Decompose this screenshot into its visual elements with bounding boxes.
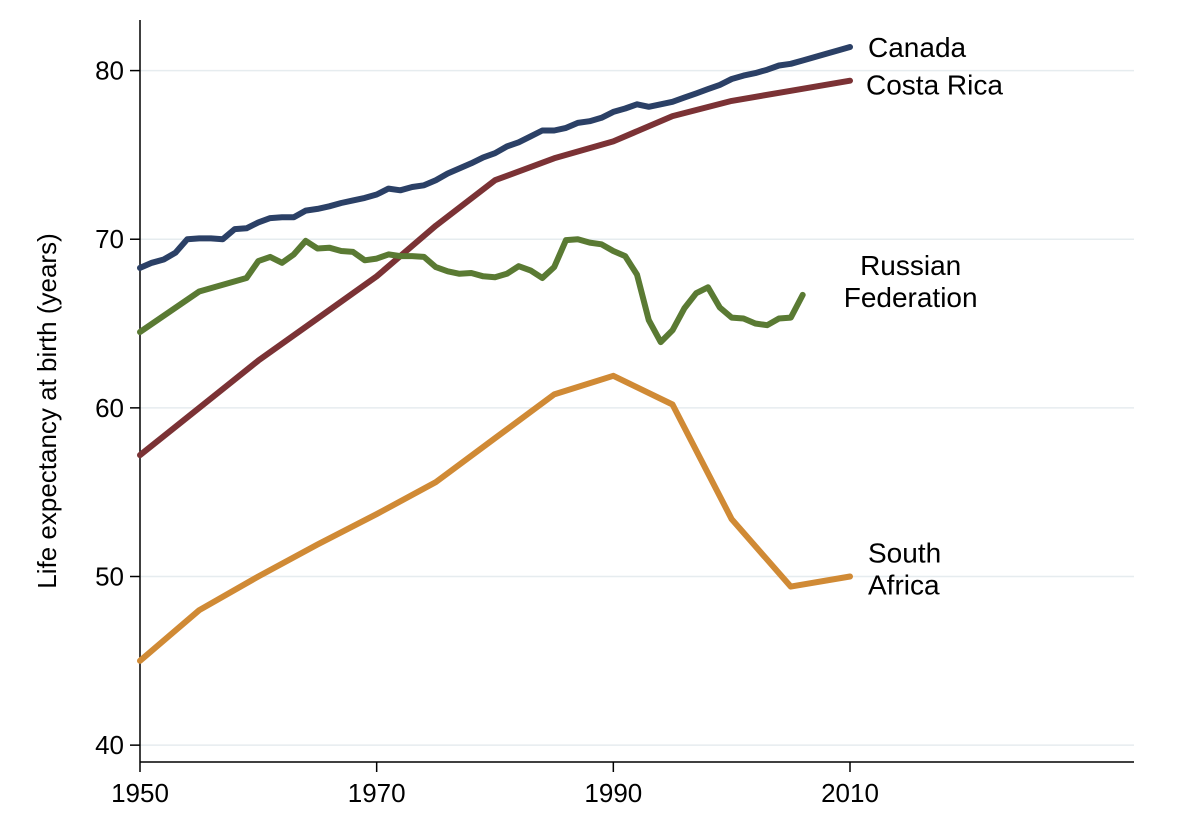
y-axis-title: Life expectancy at birth (years) bbox=[32, 233, 62, 589]
series-lines bbox=[137, 44, 853, 664]
series-line-canada bbox=[137, 44, 853, 271]
x-tick-label: 1950 bbox=[111, 778, 169, 808]
series-line-costa-rica bbox=[137, 77, 853, 459]
y-tick-label: 60 bbox=[95, 393, 124, 423]
y-tick-label: 70 bbox=[95, 224, 124, 254]
gridlines bbox=[140, 69, 1134, 746]
series-line-south-africa bbox=[137, 372, 853, 664]
series-label-costa-rica: Costa Rica bbox=[866, 70, 1003, 101]
series-label-line: South bbox=[868, 538, 941, 569]
axes bbox=[139, 20, 1134, 763]
series-label-line: Canada bbox=[868, 32, 967, 63]
series-label-russian-federation: Russian Federation bbox=[844, 250, 978, 313]
series-labels: Canada Costa Rica Russian Federation South Af… bbox=[844, 32, 1004, 601]
series-label-canada: Canada bbox=[868, 32, 967, 63]
y-tick-label: 50 bbox=[95, 562, 124, 592]
series-label-line: Federation bbox=[844, 282, 978, 313]
y-tick-label: 40 bbox=[95, 730, 124, 760]
y-tick-label: 80 bbox=[95, 56, 124, 86]
series-label-line: Africa bbox=[868, 570, 940, 601]
x-tick-label: 2010 bbox=[821, 778, 879, 808]
series-line-russian-federation bbox=[137, 236, 806, 346]
series-label-line: Russian bbox=[860, 250, 961, 281]
tick-marks: 40 50 60 70 80 1950 1970 1990 2010 bbox=[95, 56, 879, 808]
series-label-line: Costa Rica bbox=[866, 70, 1003, 101]
x-tick-label: 1970 bbox=[348, 778, 406, 808]
series-label-south-africa: South Africa bbox=[868, 538, 941, 601]
x-tick-label: 1990 bbox=[584, 778, 642, 808]
